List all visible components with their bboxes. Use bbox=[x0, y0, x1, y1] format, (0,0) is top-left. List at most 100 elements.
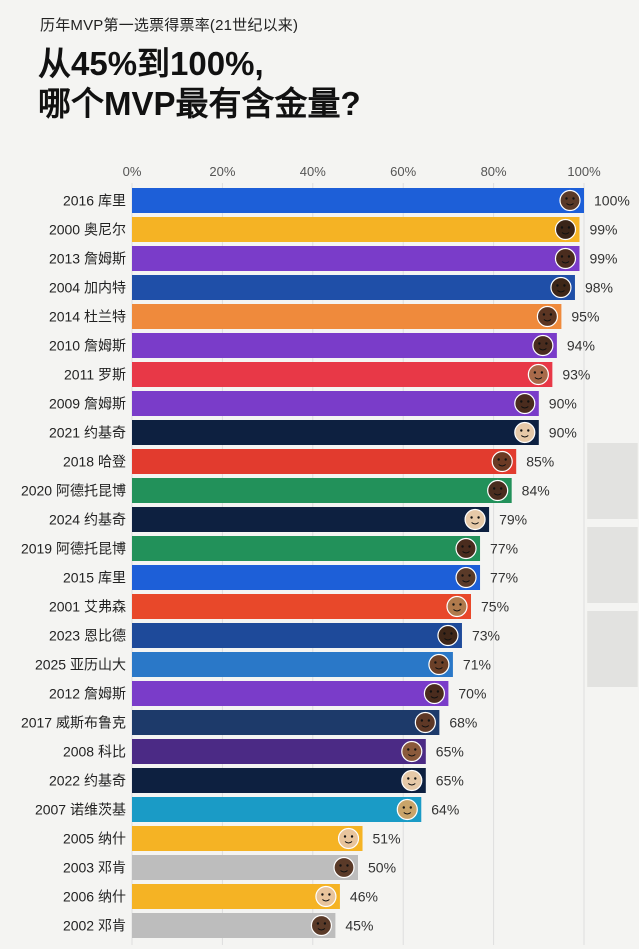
x-tick-label: 100% bbox=[567, 164, 601, 179]
face-eye bbox=[328, 893, 331, 896]
face-eye bbox=[434, 661, 437, 664]
player-face-icon bbox=[437, 624, 459, 647]
face-eye bbox=[402, 806, 405, 809]
face-eye bbox=[565, 197, 568, 200]
face-eye bbox=[545, 342, 548, 345]
face-eye bbox=[477, 516, 480, 519]
face-mouth bbox=[444, 638, 452, 641]
face-mouth bbox=[340, 870, 348, 873]
value-label: 45% bbox=[345, 918, 373, 934]
category-label: 2000 奥尼尔 bbox=[49, 222, 126, 238]
category-label: 2010 詹姆斯 bbox=[49, 338, 126, 354]
face-mouth bbox=[561, 261, 570, 264]
bar bbox=[132, 652, 453, 677]
bar bbox=[132, 507, 490, 532]
face-mouth bbox=[471, 522, 479, 525]
category-label: 2013 詹姆斯 bbox=[49, 251, 126, 267]
player-face-icon bbox=[487, 479, 509, 502]
face-eye bbox=[468, 545, 471, 548]
face-mouth bbox=[430, 696, 439, 699]
face-eye bbox=[533, 371, 537, 374]
value-label: 98% bbox=[585, 280, 613, 296]
face-eye bbox=[504, 458, 507, 461]
value-label: 73% bbox=[472, 628, 500, 644]
face-eye bbox=[343, 835, 347, 838]
face-eye bbox=[563, 284, 566, 287]
face-eye bbox=[540, 371, 544, 374]
face-mouth bbox=[344, 841, 353, 844]
face-eye bbox=[452, 603, 455, 606]
title-line-2: 哪个MVP最有含金量? bbox=[38, 85, 361, 122]
face-eye bbox=[350, 835, 354, 838]
face-eye bbox=[450, 632, 453, 635]
bar bbox=[132, 623, 462, 648]
bar bbox=[132, 188, 584, 213]
bar bbox=[132, 449, 517, 474]
face-mouth bbox=[317, 928, 326, 931]
category-label: 2005 纳什 bbox=[63, 831, 126, 847]
bar bbox=[132, 681, 449, 706]
category-label: 2016 库里 bbox=[63, 193, 126, 209]
face-eye bbox=[560, 255, 564, 258]
face-eye bbox=[538, 342, 541, 345]
face-eye bbox=[441, 661, 444, 664]
value-label: 75% bbox=[481, 599, 509, 615]
bar bbox=[132, 710, 440, 735]
bar bbox=[132, 826, 363, 851]
player-face-icon bbox=[414, 711, 436, 734]
player-face-icon bbox=[527, 363, 549, 386]
category-label: 2025 亚历山大 bbox=[35, 657, 126, 673]
player-face-icon bbox=[446, 595, 468, 618]
player-face-icon bbox=[554, 218, 577, 241]
face-mouth bbox=[493, 493, 502, 496]
value-label: 77% bbox=[490, 541, 518, 557]
face-mouth bbox=[498, 464, 507, 467]
category-label: 2014 杜兰特 bbox=[49, 309, 126, 325]
face-eye bbox=[527, 429, 530, 432]
face-eye bbox=[436, 690, 440, 693]
face-eye bbox=[459, 603, 462, 606]
face-eye bbox=[461, 545, 464, 548]
value-label: 90% bbox=[549, 425, 577, 441]
player-face-icon bbox=[554, 247, 577, 270]
value-label: 51% bbox=[373, 831, 401, 847]
face-mouth bbox=[539, 348, 547, 351]
bar bbox=[132, 246, 580, 271]
player-face-icon bbox=[455, 537, 477, 560]
bar bbox=[132, 217, 580, 242]
face-eye bbox=[470, 516, 473, 519]
face-eye bbox=[542, 313, 546, 316]
face-eye bbox=[520, 400, 523, 403]
value-label: 68% bbox=[449, 715, 477, 731]
player-face-icon bbox=[550, 276, 572, 299]
face-eye bbox=[443, 632, 446, 635]
bar bbox=[132, 565, 481, 590]
value-label: 84% bbox=[522, 483, 550, 499]
face-eye bbox=[407, 777, 410, 780]
face-mouth bbox=[435, 667, 443, 670]
face-mouth bbox=[407, 754, 416, 757]
category-label: 2008 科比 bbox=[63, 744, 126, 760]
face-mouth bbox=[566, 203, 574, 206]
x-tick-label: 80% bbox=[481, 164, 507, 179]
category-label: 2012 詹姆斯 bbox=[49, 686, 126, 702]
face-mouth bbox=[534, 377, 543, 380]
face-mouth bbox=[557, 290, 565, 293]
category-label: 2017 威斯布鲁克 bbox=[21, 715, 126, 731]
category-label: 2006 纳什 bbox=[63, 889, 126, 905]
x-tick-label: 40% bbox=[300, 164, 326, 179]
face-eye bbox=[316, 922, 320, 925]
face-eye bbox=[572, 197, 575, 200]
player-face-icon bbox=[401, 740, 423, 763]
value-label: 99% bbox=[589, 251, 617, 267]
player-face-icon bbox=[333, 856, 355, 879]
bar bbox=[132, 275, 575, 300]
bar bbox=[132, 420, 539, 445]
category-label: 2004 加内特 bbox=[49, 280, 126, 296]
category-label: 2011 罗斯 bbox=[64, 367, 126, 383]
chart-subtitle: 历年MVP第一选票得票率(21世纪以来) bbox=[40, 17, 299, 34]
value-label: 65% bbox=[436, 773, 464, 789]
bar bbox=[132, 304, 562, 329]
face-eye bbox=[567, 255, 571, 258]
